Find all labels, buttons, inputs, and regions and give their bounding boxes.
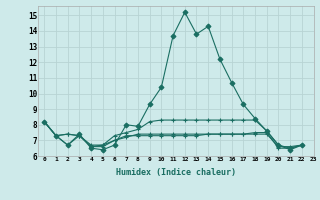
X-axis label: Humidex (Indice chaleur): Humidex (Indice chaleur) (116, 168, 236, 177)
